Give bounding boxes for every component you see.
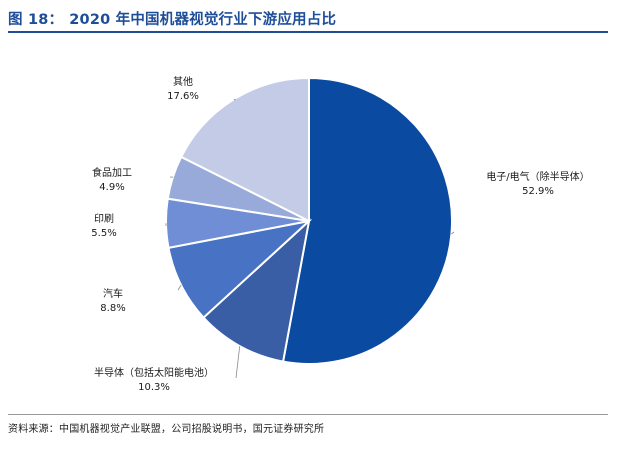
slice-value-label: 4.9% [99, 182, 124, 193]
slice-category-label: 食品加工 [92, 166, 132, 179]
figure-title-text: 2020 年中国机器视觉行业下游应用占比 [69, 11, 337, 28]
slice-value-label: 17.6% [167, 91, 199, 102]
slice-category-label: 电子/电气（除半导体） [486, 170, 589, 183]
source-note: 资料来源：中国机器视觉产业联盟，公司招股说明书，国元证券研究所 [8, 424, 325, 435]
slice-value-label: 5.5% [91, 228, 116, 239]
leader-lines [165, 98, 455, 379]
slice-category-label: 印刷 [94, 213, 114, 225]
pie-slices [165, 76, 453, 365]
source-divider [8, 414, 608, 415]
slice-category-label: 其他 [173, 75, 193, 88]
figure-number: 图 18： [8, 11, 64, 28]
slice-category-label: 半导体（包括太阳能电池） [94, 366, 214, 379]
slice-labels: 电子/电气（除半导体） 52.9% 半导体（包括太阳能电池） 10.3% 汽车 8.8% 印… [91, 75, 589, 393]
slice-value-label: 8.8% [100, 303, 125, 314]
slice-category-label: 汽车 [103, 287, 123, 300]
leader-line [233, 98, 237, 101]
leader-line [235, 346, 241, 379]
pie-slice [202, 218, 311, 363]
slice-value-label: 10.3% [138, 382, 170, 393]
pie-chart: 电子/电气（除半导体） 52.9% 半导体（包括太阳能电池） 10.3% 汽车 8.8% 印… [91, 75, 589, 393]
figure-title: 图 18： 2020 年中国机器视觉行业下游应用占比 [8, 6, 622, 30]
leader-line [177, 284, 182, 291]
slice-value-label: 52.9% [522, 186, 554, 197]
leader-line [451, 231, 455, 235]
title-divider [8, 31, 608, 33]
